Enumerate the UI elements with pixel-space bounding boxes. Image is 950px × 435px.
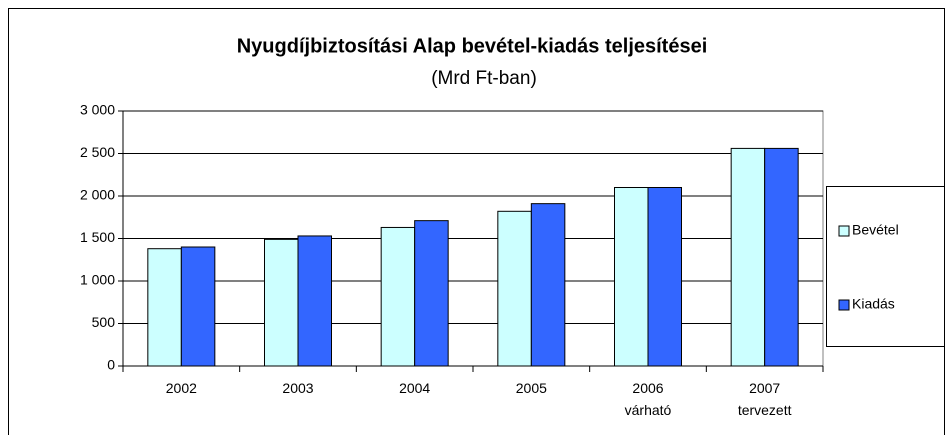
bar: [530, 203, 566, 367]
chart-subtitle: (Mrd Ft-ban): [431, 68, 537, 89]
y-tick-label: 1 500: [80, 229, 115, 245]
bar: [264, 238, 299, 367]
bar: [297, 235, 332, 367]
y-tick-label: 2 000: [80, 187, 115, 203]
y-tick-label: 3 000: [80, 102, 115, 118]
legend-label: Bevétel: [852, 222, 899, 238]
bar: [497, 210, 532, 367]
x-tick-label: 2004: [399, 380, 430, 396]
legend-label: Kiadás: [852, 296, 895, 312]
bar: [647, 187, 682, 367]
bar: [730, 147, 766, 367]
x-tick-label: 2002: [166, 380, 197, 396]
bar: [180, 246, 216, 367]
bar: [764, 147, 799, 367]
bar: [414, 220, 449, 367]
y-tick-label: 0: [107, 357, 115, 373]
legend-swatch: [838, 299, 850, 311]
y-tick-label: 2 500: [80, 144, 115, 160]
x-tick-label: 2007 tervezett: [738, 380, 792, 418]
bar: [380, 226, 416, 367]
legend-box: [826, 186, 945, 347]
bar: [147, 248, 182, 367]
x-tick-label: 2006 várható: [625, 380, 672, 418]
bar: [614, 187, 649, 367]
y-tick-label: 1 000: [80, 272, 115, 288]
y-tick-label: 500: [92, 314, 116, 330]
x-tick-label: 2005: [516, 380, 547, 396]
chart-title: Nyugdíjbiztosítási Alap bevétel-kiadás t…: [237, 35, 708, 57]
legend-swatch: [838, 225, 850, 237]
x-tick-label: 2003: [282, 380, 313, 396]
